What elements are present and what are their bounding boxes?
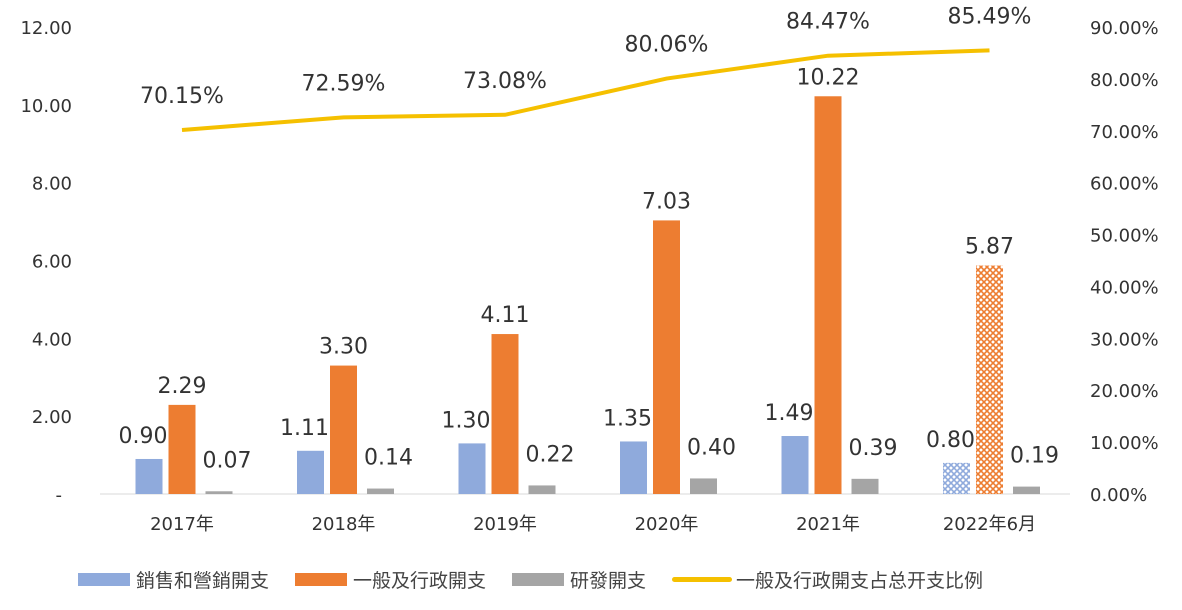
line-data-label: 70.15%	[140, 84, 224, 109]
bar-data-label: 1.35	[603, 406, 652, 431]
left-tick-label: 12.00	[20, 18, 72, 39]
bar-sales	[458, 443, 486, 494]
bar-rnd	[528, 485, 556, 494]
bar-data-label: 5.87	[965, 235, 1014, 260]
legend-item: 銷售和營銷開支	[78, 566, 269, 593]
line-data-label: 84.47%	[786, 10, 870, 35]
line-data-label: 85.49%	[948, 4, 1032, 29]
chart-plot: - 2.00 4.00 6.00 8.00 10.00 12.00 0.00% 10.00% 20…	[20, 4, 1159, 535]
legend-item: 一般及行政開支占总开支比例	[672, 566, 983, 593]
left-tick-label: 6.00	[32, 252, 72, 273]
bar-admin	[330, 365, 357, 494]
legend-swatch	[512, 573, 565, 586]
bar-data-label: 0.22	[526, 442, 575, 467]
bar-admin	[653, 220, 680, 494]
bar-data-label: 0.80	[926, 428, 975, 453]
bar-rnd	[205, 491, 233, 494]
bar-admin	[814, 96, 842, 494]
right-tick-label: 0.00%	[1090, 485, 1147, 506]
bar-admin	[976, 265, 1003, 494]
bar-sales	[781, 436, 809, 494]
bar-admin	[491, 334, 519, 494]
bar-data-label: 0.39	[849, 436, 898, 461]
legend-item: 一般及行政開支	[295, 566, 486, 593]
bar-data-label: 0.14	[364, 446, 413, 471]
left-tick-label: 2.00	[32, 407, 72, 428]
line-admin-ratio	[181, 48, 990, 132]
x-tick-label: 2021年	[796, 514, 860, 535]
bar-rnd	[690, 478, 717, 494]
legend-label: 一般及行政開支	[353, 570, 487, 592]
legend-label: 銷售和營銷開支	[136, 570, 270, 592]
right-tick-label: 10.00%	[1090, 433, 1159, 454]
right-tick-label: 80.00%	[1090, 70, 1159, 91]
bar-data-label: 2.29	[158, 374, 207, 399]
bar-sales	[620, 441, 647, 494]
bar-data-label: 0.19	[1010, 444, 1059, 469]
bar-admin	[168, 404, 196, 494]
legend-swatch	[672, 577, 733, 582]
x-tick-label: 2022年6月	[943, 514, 1036, 535]
right-tick-label: 60.00%	[1090, 174, 1159, 195]
bar-data-label: 10.22	[797, 65, 860, 90]
bar-data-label: 0.40	[687, 435, 736, 460]
bar-data-label: 0.90	[119, 424, 168, 449]
bar-sales	[297, 450, 324, 494]
bar-data-label: 3.30	[319, 335, 368, 360]
bar-rnd	[367, 488, 394, 494]
legend-item: 研發開支	[512, 566, 646, 593]
bar-data-label: 0.07	[203, 448, 252, 473]
right-tick-label: 30.00%	[1090, 329, 1159, 350]
left-tick-label: 10.00	[20, 96, 72, 117]
legend-label: 研發開支	[570, 570, 647, 592]
right-tick-label: 50.00%	[1090, 226, 1159, 247]
right-tick-label: 40.00%	[1090, 277, 1159, 298]
bar-rnd	[1013, 486, 1040, 494]
bar-data-label: 7.03	[642, 189, 691, 214]
bar-sales	[943, 462, 970, 494]
x-tick-label: 2020年	[635, 514, 699, 535]
legend-label: 一般及行政開支占总开支比例	[736, 570, 984, 592]
right-tick-label: 90.00%	[1090, 18, 1159, 39]
x-tick-label: 2018年	[312, 514, 376, 535]
bar-rnd	[851, 478, 879, 494]
left-tick-label: -	[56, 485, 63, 506]
legend-swatch	[295, 573, 348, 586]
x-tick-label: 2019年	[473, 514, 537, 535]
right-tick-label: 20.00%	[1090, 381, 1159, 402]
left-tick-label: 8.00	[32, 174, 72, 195]
bar-data-label: 1.30	[442, 408, 491, 433]
left-tick-label: 4.00	[32, 329, 72, 350]
right-tick-label: 70.00%	[1090, 122, 1159, 143]
legend: 銷售和營銷開支 一般及行政開支 研發開支 一般及行政開支占总开支比例	[78, 566, 1009, 593]
line-data-label: 80.06%	[625, 33, 709, 58]
bar-data-label: 1.11	[280, 416, 329, 441]
legend-swatch	[78, 573, 130, 586]
bar-data-label: 1.49	[765, 401, 814, 426]
line-data-label: 73.08%	[463, 69, 547, 94]
x-tick-label: 2017年	[150, 514, 214, 535]
bar-data-label: 4.11	[481, 303, 530, 328]
line-data-label: 72.59%	[302, 71, 386, 96]
bar-sales	[135, 458, 163, 494]
